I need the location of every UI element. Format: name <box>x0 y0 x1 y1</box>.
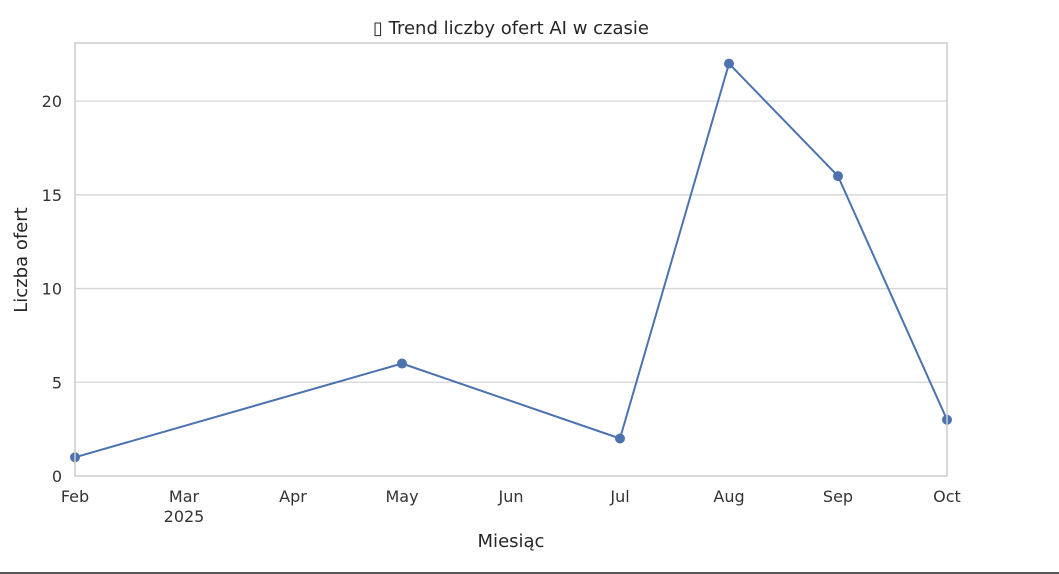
data-point <box>724 58 734 69</box>
y-tick-label: 10 <box>42 280 62 299</box>
y-tick-label: 15 <box>42 186 62 205</box>
x-tick-label: Feb <box>61 487 89 506</box>
window-bottom-border <box>0 572 1059 574</box>
x-tick-label: Sep <box>823 487 853 506</box>
x-tick-year-label: 2025 <box>164 507 205 526</box>
y-tick-label: 0 <box>52 467 62 486</box>
x-tick-label: Jul <box>609 487 629 506</box>
y-axis-label: Liczba ofert <box>11 207 32 312</box>
y-tick-label: 5 <box>52 373 62 392</box>
x-tick-label: Oct <box>933 487 961 506</box>
data-point <box>833 171 843 182</box>
plot-frame <box>74 42 948 477</box>
y-tick-label: 20 <box>42 92 62 111</box>
chart-title: ▯ Trend liczby ofert AI w czasie <box>373 18 649 39</box>
series-line <box>74 62 948 459</box>
x-tick-label: Aug <box>713 487 744 506</box>
x-tick-label: May <box>385 487 418 506</box>
x-tick-label: Jun <box>498 487 524 506</box>
data-point <box>397 358 407 369</box>
x-tick-label: Apr <box>279 487 307 506</box>
x-tick-label: Mar <box>169 487 200 506</box>
x-axis-label: Miesiąc <box>478 531 545 552</box>
grid-lines <box>75 100 947 383</box>
series-layer <box>70 58 952 463</box>
data-point <box>615 433 625 444</box>
